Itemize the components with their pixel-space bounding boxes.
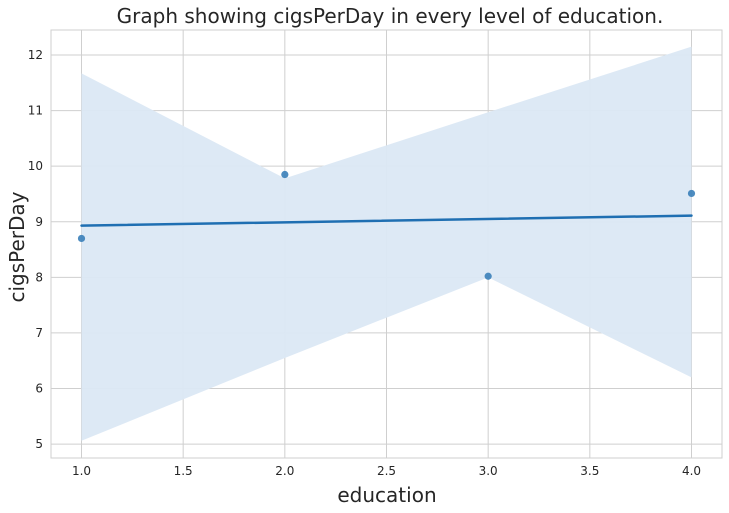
data-point	[484, 272, 492, 280]
regression-line	[80, 214, 693, 227]
y-tick-label: 6	[35, 382, 43, 396]
y-axis-label: cigsPerDay	[5, 191, 29, 302]
y-tick-label: 9	[35, 215, 43, 229]
plot-border	[50, 29, 723, 459]
confidence-band	[81, 46, 692, 441]
y-tick-label: 12	[28, 48, 43, 62]
x-tick-label: 1.0	[72, 464, 91, 478]
y-tick-label: 5	[35, 437, 43, 451]
chart-title: Graph showing cigsPerDay in every level …	[117, 4, 664, 28]
y-tick-label: 10	[28, 159, 43, 173]
data-point	[281, 170, 289, 179]
data-point	[77, 234, 86, 243]
data-point	[687, 189, 696, 198]
y-tick-label: 7	[35, 326, 43, 340]
x-tick-label: 3.5	[580, 464, 599, 478]
x-tick-label: 2.5	[377, 464, 396, 478]
y-tick-label: 11	[28, 104, 43, 118]
plot-area: 1.0 1.5 2.0 2.5 3.0 3.5 4.0 5 6 7 8 9 10 11 12	[28, 29, 723, 478]
x-tick-label: 4.0	[682, 464, 701, 478]
x-tick-label: 3.0	[479, 464, 498, 478]
x-tick-label: 2.0	[275, 464, 294, 478]
y-tick-label: 8	[35, 270, 43, 284]
x-axis-label: education	[337, 483, 436, 507]
x-tick-label: 1.5	[174, 464, 193, 478]
